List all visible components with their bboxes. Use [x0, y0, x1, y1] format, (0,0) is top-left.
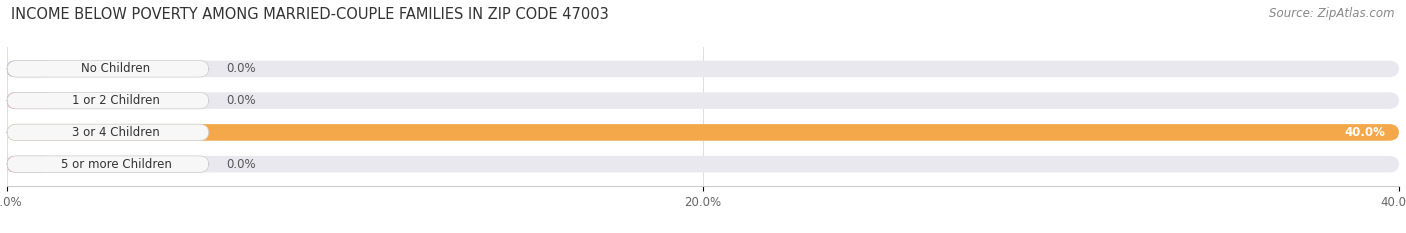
- Text: No Children: No Children: [82, 62, 150, 75]
- Text: 3 or 4 Children: 3 or 4 Children: [72, 126, 160, 139]
- Text: 0.0%: 0.0%: [226, 62, 256, 75]
- FancyBboxPatch shape: [7, 61, 52, 77]
- Text: INCOME BELOW POVERTY AMONG MARRIED-COUPLE FAMILIES IN ZIP CODE 47003: INCOME BELOW POVERTY AMONG MARRIED-COUPL…: [11, 7, 609, 22]
- Text: 1 or 2 Children: 1 or 2 Children: [72, 94, 160, 107]
- FancyBboxPatch shape: [7, 61, 1399, 77]
- Text: 0.0%: 0.0%: [226, 94, 256, 107]
- FancyBboxPatch shape: [7, 92, 52, 109]
- FancyBboxPatch shape: [7, 124, 1399, 141]
- FancyBboxPatch shape: [7, 92, 209, 109]
- FancyBboxPatch shape: [7, 92, 1399, 109]
- FancyBboxPatch shape: [7, 124, 1399, 141]
- Text: 40.0%: 40.0%: [1344, 126, 1385, 139]
- Text: 0.0%: 0.0%: [226, 158, 256, 171]
- FancyBboxPatch shape: [7, 156, 52, 172]
- FancyBboxPatch shape: [7, 156, 209, 172]
- FancyBboxPatch shape: [7, 156, 1399, 172]
- Text: 5 or more Children: 5 or more Children: [60, 158, 172, 171]
- FancyBboxPatch shape: [7, 124, 209, 141]
- FancyBboxPatch shape: [7, 61, 209, 77]
- Text: Source: ZipAtlas.com: Source: ZipAtlas.com: [1270, 7, 1395, 20]
